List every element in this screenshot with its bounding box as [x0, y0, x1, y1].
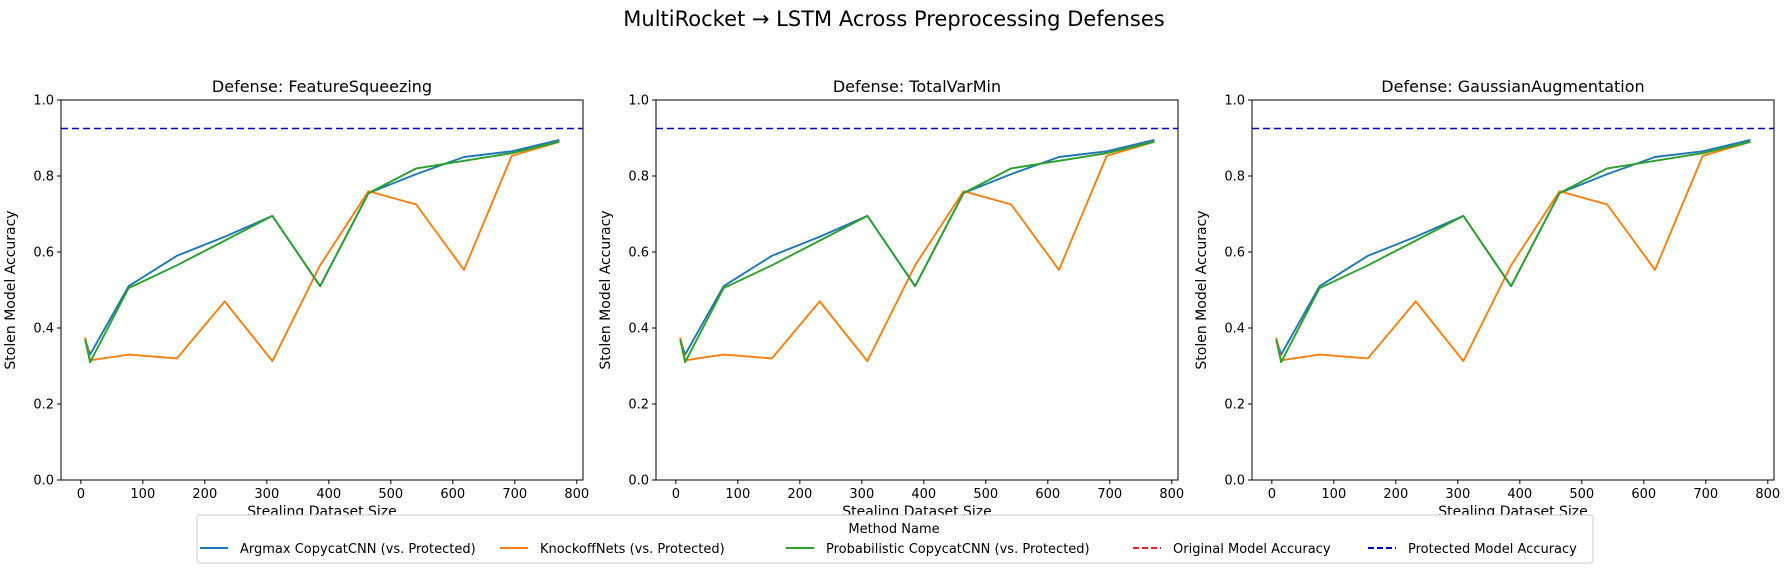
x-tick-label: 0: [1268, 487, 1276, 502]
plot-area-frame: [655, 99, 1179, 481]
y-tick-label: 0.8: [628, 170, 649, 185]
legend-label: Argmax CopycatCNN (vs. Protected): [240, 542, 476, 557]
x-tick-label: 500: [1569, 487, 1594, 502]
y-tick-label: 0.2: [33, 398, 54, 413]
series-probabilistic-copycatcnn-vs-protected: [679, 140, 1155, 364]
x-tick-label: 700: [502, 487, 527, 502]
legend-item-original-model-accuracy: Original Model Accuracy: [1133, 542, 1331, 557]
legend-label: Original Model Accuracy: [1173, 542, 1331, 557]
y-tick-label: 1.0: [33, 94, 54, 109]
x-tick-label: 300: [254, 487, 279, 502]
series-argmax-copycatcnn-vs-protected: [1275, 138, 1751, 356]
x-tick-label: 400: [1507, 487, 1532, 502]
y-tick-label: 0.6: [1224, 246, 1245, 261]
x-tick-label: 500: [973, 487, 998, 502]
subplot-title: Defense: FeatureSqueezing: [212, 77, 432, 96]
series-knockoffnets-vs-protected: [84, 140, 560, 363]
x-tick-label: 100: [725, 487, 750, 502]
x-tick-label: 200: [1383, 487, 1408, 502]
y-axis-label: Stolen Model Accuracy: [3, 210, 19, 369]
subplot-title: Defense: GaussianAugmentation: [1381, 77, 1644, 96]
subplot-2: Defense: TotalVarMin 0 100 200 300 400 500 600 7…: [598, 77, 1184, 520]
plot-area-frame: [1251, 99, 1775, 481]
subplot-3: Defense: GaussianAugmentation 0 100 200 300 4…: [1194, 77, 1780, 520]
x-tick-label: 800: [564, 487, 589, 502]
y-axis-label: Stolen Model Accuracy: [598, 210, 614, 369]
x-tick-label: 700: [1693, 487, 1718, 502]
series-argmax-copycatcnn-vs-protected: [84, 138, 560, 356]
x-tick-label: 700: [1097, 487, 1122, 502]
figure-title: MultiRocket → LSTM Across Preprocessing …: [623, 7, 1164, 31]
y-tick-label: 0.6: [33, 246, 54, 261]
y-tick-label: 0.2: [628, 398, 649, 413]
legend-item-protected-model-accuracy: Protected Model Accuracy: [1368, 542, 1577, 557]
x-tick-label: 200: [192, 487, 217, 502]
y-tick-label: 0.4: [1224, 322, 1245, 337]
x-tick-label: 100: [1321, 487, 1346, 502]
x-tick-label: 500: [378, 487, 403, 502]
y-tick-label: 0.8: [1224, 170, 1245, 185]
legend: Method Name Argmax CopycatCNN (vs. Prote…: [196, 514, 1594, 564]
subplot-1: Defense: FeatureSqueezing 0 100 200 300 400 50…: [3, 77, 589, 520]
legend-label: Probabilistic CopycatCNN (vs. Protected): [826, 542, 1090, 557]
x-tick-label: 400: [316, 487, 341, 502]
y-tick-label: 1.0: [628, 94, 649, 109]
series-probabilistic-copycatcnn-vs-protected: [1275, 140, 1751, 364]
y-tick-label: 0.2: [1224, 398, 1245, 413]
series-knockoffnets-vs-protected: [1275, 140, 1751, 363]
x-tick-label: 300: [849, 487, 874, 502]
x-tick-label: 200: [787, 487, 812, 502]
x-tick-label: 300: [1445, 487, 1470, 502]
y-tick-label: 0.8: [33, 170, 54, 185]
x-tick-label: 0: [77, 487, 85, 502]
y-tick-label: 0.4: [628, 322, 649, 337]
legend-item-argmax-copycatcnn-vs-protected: Argmax CopycatCNN (vs. Protected): [200, 542, 476, 557]
x-tick-label: 600: [440, 487, 465, 502]
x-tick-label: 400: [911, 487, 936, 502]
x-tick-label: 800: [1755, 487, 1780, 502]
subplots: Defense: FeatureSqueezing 0 100 200 300 400 50…: [3, 77, 1780, 520]
series-probabilistic-copycatcnn-vs-protected: [84, 140, 560, 364]
y-tick-label: 0.0: [628, 474, 649, 489]
x-tick-label: 600: [1631, 487, 1656, 502]
series-knockoffnets-vs-protected: [679, 140, 1155, 363]
subplot-title: Defense: TotalVarMin: [833, 77, 1001, 96]
y-axis-label: Stolen Model Accuracy: [1194, 210, 1210, 369]
y-tick-label: 0.4: [33, 322, 54, 337]
y-tick-label: 0.6: [628, 246, 649, 261]
legend-item-knockoffnets-vs-protected: KnockoffNets (vs. Protected): [500, 542, 725, 557]
plot-area-frame: [60, 99, 584, 481]
x-tick-label: 800: [1159, 487, 1184, 502]
x-tick-label: 0: [672, 487, 680, 502]
legend-label: Protected Model Accuracy: [1408, 542, 1577, 557]
x-tick-label: 600: [1035, 487, 1060, 502]
legend-label: KnockoffNets (vs. Protected): [540, 542, 725, 557]
x-tick-label: 100: [130, 487, 155, 502]
series-argmax-copycatcnn-vs-protected: [679, 138, 1155, 356]
legend-frame: [196, 514, 1594, 564]
y-tick-label: 1.0: [1224, 94, 1245, 109]
legend-item-probabilistic-copycatcnn-vs-protected: Probabilistic CopycatCNN (vs. Protected): [786, 542, 1090, 557]
legend-title: Method Name: [848, 522, 939, 537]
y-tick-label: 0.0: [33, 474, 54, 489]
y-tick-label: 0.0: [1224, 474, 1245, 489]
